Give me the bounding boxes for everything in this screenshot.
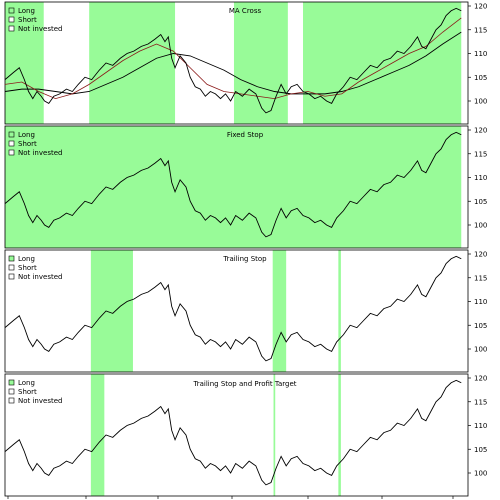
y-tick-label: 110: [474, 50, 487, 58]
long-period-band: [90, 374, 105, 496]
legend-label: Long: [18, 379, 35, 387]
ma-slow-line: [4, 31, 462, 95]
y-tick-label: 105: [474, 322, 487, 330]
legend-label: Not invested: [18, 397, 62, 405]
y-tick-label: 115: [474, 150, 487, 158]
panel-frame: [4, 249, 469, 373]
y-tick-label: 100: [474, 98, 487, 106]
y-tick-label: 105: [474, 74, 487, 82]
price-line: [4, 131, 462, 238]
legend-swatch: [8, 131, 15, 138]
legend-label: Not invested: [18, 149, 62, 157]
panel-title: MA Cross: [229, 7, 262, 15]
legend-label: Not invested: [18, 273, 62, 281]
legend-label: Short: [18, 16, 37, 24]
legend-label: Long: [18, 7, 35, 15]
panel-title: Trailing Stop: [222, 255, 267, 263]
price-line: [4, 379, 462, 486]
legend-swatch: [8, 7, 15, 14]
y-tick-label: 105: [474, 446, 487, 454]
y-tick-label: 110: [474, 422, 487, 430]
y-tick-label: 100: [474, 470, 487, 478]
legend-swatch: [8, 25, 15, 32]
price-line: [4, 7, 462, 114]
long-period-band: [338, 250, 341, 372]
long-period-band: [5, 126, 462, 248]
legend-swatch: [8, 16, 15, 23]
legend-label: Long: [18, 255, 35, 263]
y-tick-label: 110: [474, 298, 487, 306]
ma-fast-line: [4, 17, 462, 100]
legend-swatch: [8, 397, 15, 404]
y-tick-label: 120: [474, 375, 487, 383]
y-tick-label: 120: [474, 3, 487, 11]
legend-label: Long: [18, 131, 35, 139]
panel-frame: [4, 373, 469, 497]
legend-label: Not invested: [18, 25, 62, 33]
legend-swatch: [8, 149, 15, 156]
price-line: [4, 255, 462, 362]
legend-swatch: [8, 264, 15, 271]
y-tick-label: 115: [474, 274, 487, 282]
long-period-band: [338, 374, 341, 496]
y-tick-label: 100: [474, 222, 487, 230]
legend-label: Short: [18, 264, 37, 272]
long-period-band: [272, 250, 287, 372]
long-period-band: [273, 374, 276, 496]
legend-label: Short: [18, 388, 37, 396]
y-tick-label: 115: [474, 398, 487, 406]
panel-title: Fixed Stop: [227, 131, 264, 139]
long-period-band: [89, 2, 176, 124]
y-tick-label: 115: [474, 26, 487, 34]
legend-swatch: [8, 140, 15, 147]
panel-frame: [4, 125, 469, 249]
y-tick-label: 120: [474, 251, 487, 259]
legend-label: Short: [18, 140, 37, 148]
legend-swatch: [8, 388, 15, 395]
legend-swatch: [8, 273, 15, 280]
panel-frame: [4, 1, 469, 125]
long-period-band: [5, 2, 44, 124]
y-tick-label: 105: [474, 198, 487, 206]
legend-swatch: [8, 379, 15, 386]
long-period-band: [233, 2, 288, 124]
y-tick-label: 110: [474, 174, 487, 182]
legend-swatch: [8, 255, 15, 262]
y-tick-label: 100: [474, 346, 487, 354]
x-axis: JanMarMayJulSepNovJan: [7, 496, 454, 499]
panel-title: Trailing Stop and Profit Target: [192, 380, 296, 388]
long-period-band: [90, 250, 133, 372]
y-tick-label: 120: [474, 127, 487, 135]
